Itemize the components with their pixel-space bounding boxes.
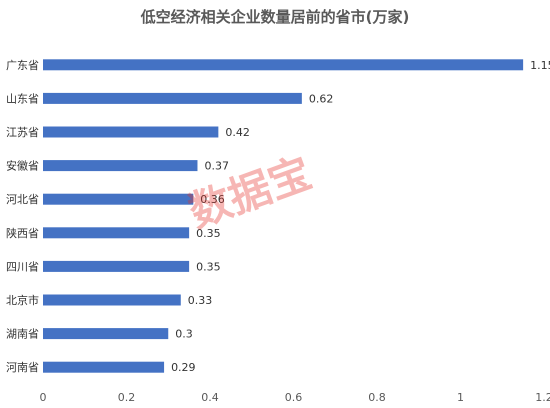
bar-8	[43, 328, 169, 340]
bars-group	[43, 59, 524, 373]
value-labels: 1.15 0.62 0.42 0.37 0.36 0.35 0.35 0.33 0.3 0.29	[171, 59, 550, 374]
bar-2	[43, 126, 219, 138]
x-tick-label-5: 1	[457, 391, 464, 404]
category-label-2: 江苏省	[6, 126, 39, 139]
x-axis-ticks: 0 0.2 0.4 0.6 0.8 1 1.2	[40, 391, 550, 404]
bar-3	[43, 160, 198, 172]
value-label-8: 0.3	[175, 328, 193, 341]
bar-9	[43, 361, 165, 373]
category-label-8: 湖南省	[6, 328, 39, 341]
value-label-9: 0.29	[171, 361, 196, 374]
value-label-1: 0.62	[309, 92, 334, 105]
x-tick-label-6: 1.2	[535, 391, 550, 404]
value-label-5: 0.35	[196, 227, 221, 240]
value-label-4: 0.36	[200, 193, 225, 206]
category-label-4: 河北省	[6, 193, 39, 206]
value-label-2: 0.42	[225, 126, 250, 139]
value-label-6: 0.35	[196, 260, 221, 273]
category-label-9: 河南省	[6, 361, 39, 374]
bar-1	[43, 92, 302, 104]
category-label-1: 山东省	[6, 92, 39, 105]
x-tick-label-2: 0.4	[201, 391, 219, 404]
bar-7	[43, 294, 181, 306]
x-tick-label-0: 0	[40, 391, 47, 404]
category-label-3: 安徽省	[6, 159, 39, 173]
bar-6	[43, 260, 190, 272]
category-label-7: 北京市	[6, 293, 39, 307]
x-tick-label-4: 0.8	[368, 391, 386, 404]
watermark-text: 数据宝	[182, 148, 317, 237]
bar-0	[43, 59, 524, 71]
value-label-0: 1.15	[530, 59, 550, 72]
x-tick-label-3: 0.6	[285, 391, 303, 404]
category-label-5: 陕西省	[6, 226, 39, 240]
x-tick-label-1: 0.2	[118, 391, 136, 404]
value-label-3: 0.37	[204, 160, 229, 173]
category-label-0: 广东省	[6, 59, 39, 72]
bar-4	[43, 193, 194, 205]
bar-5	[43, 227, 190, 239]
value-label-7: 0.33	[188, 294, 213, 307]
chart-title: 低空经济相关企业数量居前的省市(万家)	[140, 8, 410, 26]
category-label-6: 四川省	[6, 260, 39, 273]
